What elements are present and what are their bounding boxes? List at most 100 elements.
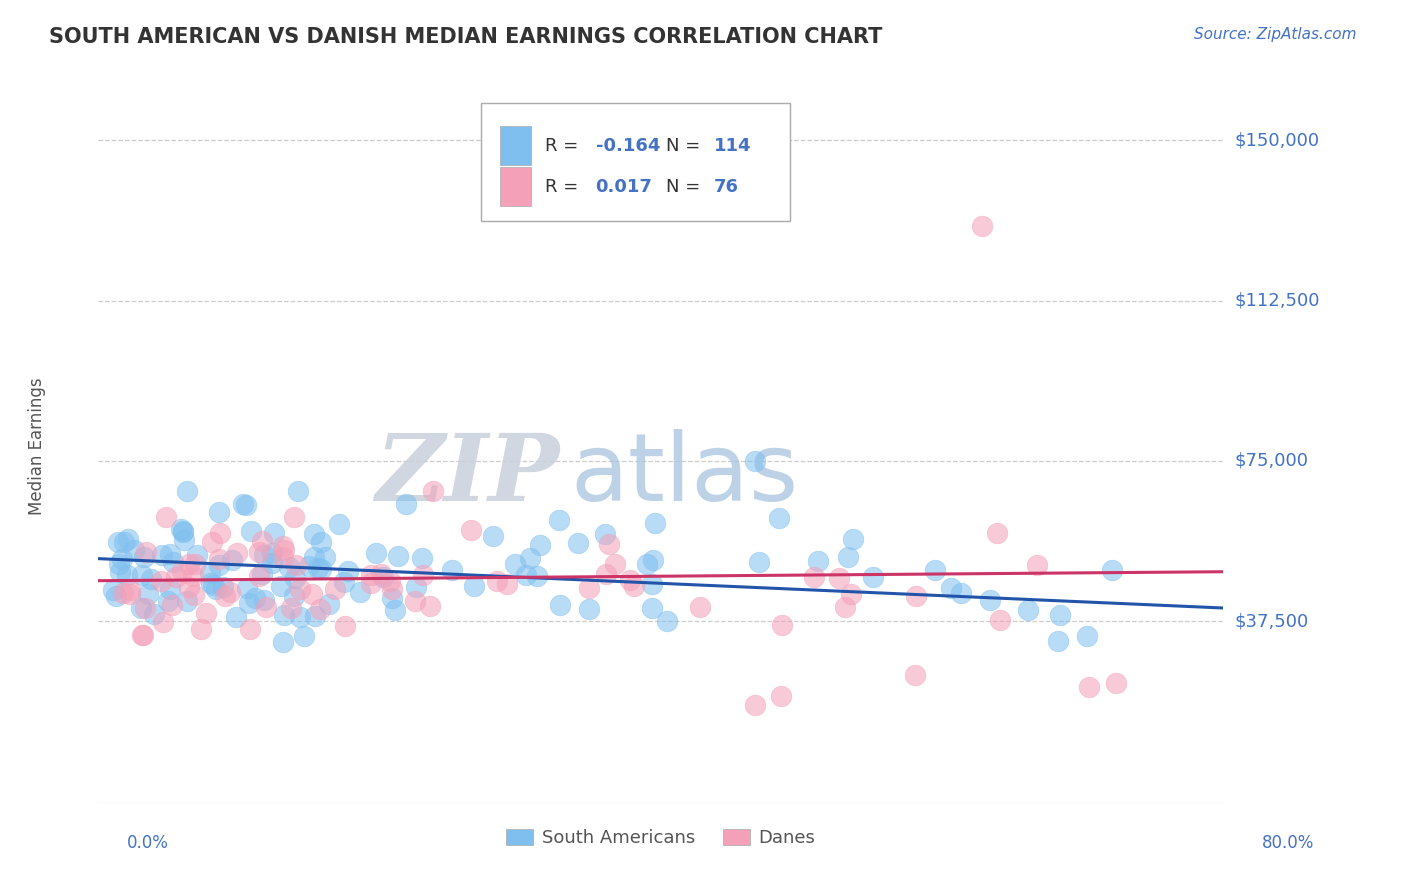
Point — [132, 628, 155, 642]
Text: -0.164: -0.164 — [596, 136, 659, 154]
Text: SOUTH AMERICAN VS DANISH MEDIAN EARNINGS CORRELATION CHART: SOUTH AMERICAN VS DANISH MEDIAN EARNINGS… — [49, 27, 883, 46]
Point — [129, 600, 152, 615]
Point — [1101, 563, 1123, 577]
Point — [243, 591, 266, 606]
Point — [101, 582, 124, 597]
Point — [314, 550, 336, 565]
Point — [254, 600, 277, 615]
Point — [1078, 681, 1101, 695]
Point — [232, 497, 254, 511]
Point — [318, 597, 340, 611]
Text: atlas: atlas — [571, 428, 799, 521]
Point — [463, 579, 485, 593]
Point — [744, 454, 766, 468]
Text: $75,000: $75,000 — [1234, 452, 1309, 470]
Point — [131, 568, 153, 582]
Text: $37,500: $37,500 — [1234, 612, 1309, 630]
Point — [271, 539, 294, 553]
Point — [828, 571, 851, 585]
Point — [195, 606, 218, 620]
Bar — [501, 167, 531, 206]
Point — [405, 580, 427, 594]
Point — [837, 550, 859, 565]
Point — [412, 568, 434, 582]
Point — [283, 509, 305, 524]
Text: R =: R = — [546, 136, 583, 154]
Point — [519, 551, 541, 566]
Point — [136, 587, 159, 601]
Point — [404, 594, 426, 608]
Point — [111, 552, 134, 566]
Point — [481, 528, 503, 542]
Point — [208, 526, 231, 541]
Point — [370, 567, 392, 582]
Point — [160, 599, 183, 613]
Point — [152, 615, 174, 629]
Point — [159, 582, 181, 597]
Point — [190, 622, 212, 636]
Point — [112, 534, 135, 549]
Point — [598, 537, 620, 551]
Point — [107, 534, 129, 549]
Point — [162, 555, 184, 569]
Point — [186, 548, 208, 562]
Point — [307, 561, 329, 575]
Point — [165, 569, 187, 583]
Point — [333, 574, 356, 589]
Point — [239, 524, 262, 538]
Point — [271, 549, 294, 564]
Point — [378, 574, 401, 588]
Point — [247, 545, 270, 559]
Point — [644, 516, 666, 530]
Point — [260, 556, 283, 570]
Text: $112,500: $112,500 — [1234, 292, 1320, 310]
Point — [986, 525, 1008, 540]
Point — [979, 593, 1001, 607]
Point — [183, 588, 205, 602]
Text: ZIP: ZIP — [375, 430, 560, 519]
Point — [548, 513, 571, 527]
Point — [179, 580, 201, 594]
Point — [1105, 676, 1128, 690]
Text: 76: 76 — [714, 178, 738, 195]
Point — [366, 546, 388, 560]
Point — [176, 483, 198, 498]
Point — [905, 589, 928, 603]
Point — [578, 602, 600, 616]
Point — [247, 569, 270, 583]
Point — [201, 577, 224, 591]
Point — [226, 546, 249, 560]
Point — [593, 526, 616, 541]
Text: N =: N = — [666, 178, 706, 195]
Point — [120, 583, 142, 598]
Point — [595, 566, 617, 581]
Point — [273, 607, 295, 622]
Point — [460, 523, 482, 537]
Point — [1017, 603, 1039, 617]
Point — [205, 582, 228, 597]
Point — [235, 582, 257, 596]
Point — [262, 546, 284, 560]
Point — [253, 548, 276, 562]
Point — [225, 609, 247, 624]
Point — [134, 600, 156, 615]
Point — [172, 524, 194, 538]
Point — [1049, 607, 1071, 622]
Point — [285, 558, 308, 572]
Text: N =: N = — [666, 136, 706, 154]
Point — [834, 600, 856, 615]
Point — [170, 522, 193, 536]
Point — [198, 566, 221, 580]
Point — [108, 557, 131, 571]
Point — [419, 599, 441, 614]
Point — [387, 549, 409, 563]
Point — [1076, 629, 1098, 643]
Point — [349, 584, 371, 599]
Point — [172, 564, 194, 578]
Point — [441, 563, 464, 577]
Bar — [501, 126, 531, 165]
Point — [253, 592, 276, 607]
Point — [641, 600, 664, 615]
Point — [250, 534, 273, 549]
Point — [172, 524, 194, 539]
